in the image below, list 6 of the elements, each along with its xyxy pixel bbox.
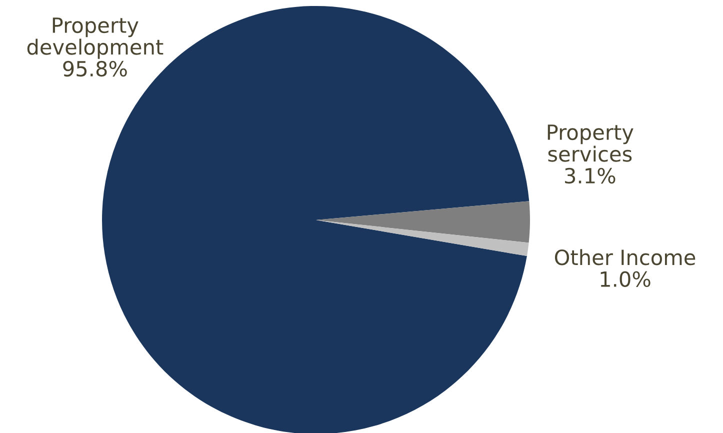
slice-label: Property services [548,124,634,162]
data-label: 1.0% [600,271,650,287]
slice-label: Property development [27,18,164,59]
data-label: 95.8% [63,60,127,77]
slice-label: Other Income [554,249,696,266]
data-label: 3.1% [565,168,616,184]
